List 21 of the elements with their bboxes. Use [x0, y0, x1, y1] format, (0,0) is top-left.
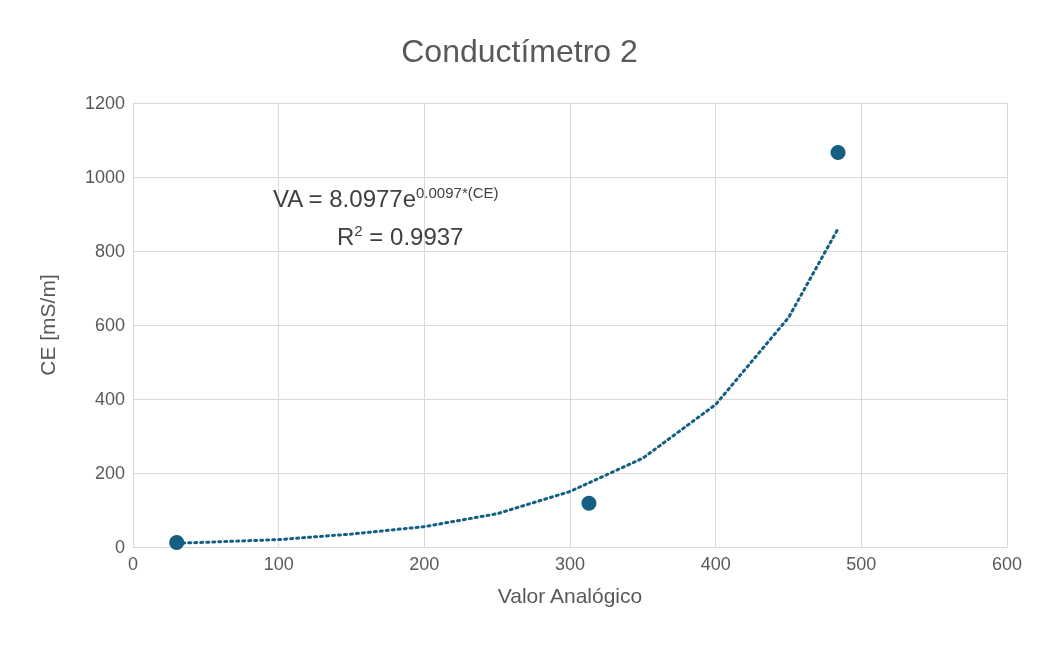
y-tick-label: 400	[94, 389, 125, 409]
chart-title: Conductímetro 2	[401, 33, 638, 69]
x-tick-label: 300	[554, 554, 586, 574]
y-tick-label: 600	[94, 315, 125, 335]
annotation: R$^{2}$ = 0.9937	[337, 222, 464, 251]
point	[581, 495, 597, 511]
y-tick-label: 0	[114, 537, 125, 557]
annotation: VA = 8.0977e$^{0.0097*(CE)}$	[273, 184, 499, 213]
x-tick-label: 0	[127, 554, 139, 574]
y-tick-label: 1200	[84, 93, 125, 113]
x-tick-label: 600	[991, 554, 1023, 574]
x-tick-label: 200	[409, 554, 440, 574]
point	[830, 145, 846, 161]
y-axis-title: CE [mS/m]	[36, 274, 59, 376]
y-tick-label: 800	[94, 241, 125, 261]
x-tick-label: 100	[263, 554, 294, 574]
x-tick-label: 400	[700, 554, 731, 574]
y-tick-label: 1000	[84, 167, 125, 187]
x-tick-label: 500	[846, 554, 877, 574]
x-axis-title: Valor Analógico	[497, 584, 643, 607]
y-tick-label: 200	[94, 463, 125, 483]
